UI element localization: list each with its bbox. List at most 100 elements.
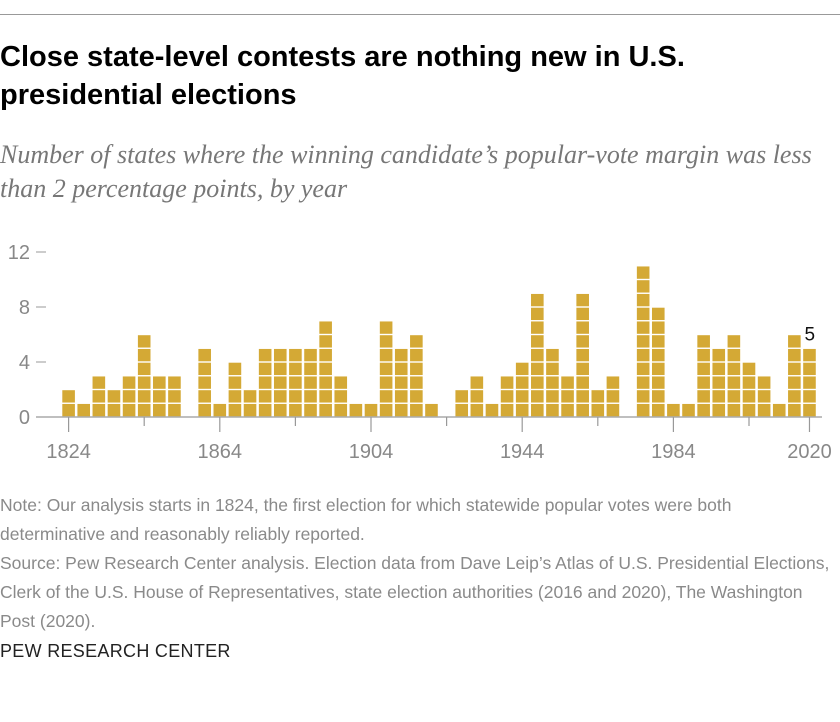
bar-unit <box>636 348 650 362</box>
bar-unit <box>410 376 423 389</box>
bar-unit <box>531 376 544 389</box>
top-rule <box>0 14 840 15</box>
bar-unit <box>546 348 559 362</box>
bar-unit <box>334 390 348 403</box>
bar-unit <box>137 390 151 403</box>
bar-unit <box>636 266 650 279</box>
bar-1944 <box>515 362 529 417</box>
bar-unit <box>742 376 756 389</box>
bar-1928 <box>455 390 469 417</box>
bar-unit <box>576 293 589 307</box>
bar-unit <box>410 335 423 348</box>
bar-unit <box>410 390 423 403</box>
bar-unit <box>636 293 650 307</box>
data-label-2020: 5 <box>804 324 815 345</box>
bar-unit <box>636 335 650 348</box>
bar-unit <box>576 348 589 362</box>
bar-unit <box>576 321 589 334</box>
bar-unit <box>651 376 665 389</box>
bar-unit <box>651 321 665 334</box>
y-tick-label: 0 <box>19 407 30 429</box>
bar-2004 <box>742 362 756 417</box>
bar-unit <box>304 376 317 389</box>
bar-unit <box>379 335 393 348</box>
bar-unit <box>379 376 393 389</box>
bar-unit <box>243 403 257 417</box>
bar-unit <box>667 403 680 417</box>
bar-unit <box>273 362 287 376</box>
bar-unit <box>636 307 650 321</box>
bar-1872 <box>243 390 257 417</box>
bar-unit <box>258 362 272 376</box>
bar-unit <box>697 403 710 417</box>
bar-unit <box>500 403 514 417</box>
bar-unit <box>319 362 332 376</box>
bar-unit <box>727 390 741 403</box>
bar-unit <box>636 376 650 389</box>
bar-unit <box>682 403 695 417</box>
bar-unit <box>697 348 710 362</box>
bar-unit <box>228 362 242 376</box>
bar-2000 <box>727 335 741 417</box>
bar-unit <box>727 348 741 362</box>
bar-unit <box>546 376 559 389</box>
source-text: Source: Pew Research Center analysis. El… <box>0 553 830 631</box>
bar-1936 <box>485 403 499 417</box>
bar-1904 <box>364 403 378 417</box>
bar-unit <box>394 348 408 362</box>
bar-unit <box>742 362 756 376</box>
bar-unit <box>500 390 514 403</box>
chart-subtitle: Number of states where the winning candi… <box>0 140 812 203</box>
bar-unit <box>803 362 816 376</box>
bar-unit <box>198 348 211 362</box>
bar-unit <box>788 335 801 348</box>
chart-title: Close state-level contests are nothing n… <box>0 41 685 111</box>
bar-unit <box>651 307 665 321</box>
bar-unit <box>62 403 75 417</box>
bar-unit <box>515 362 529 376</box>
bar-unit <box>364 403 378 417</box>
bar-1920 <box>425 403 438 417</box>
bar-unit <box>379 321 393 334</box>
bar-unit <box>334 376 348 389</box>
bar-unit <box>727 362 741 376</box>
x-tick-label: 2020 <box>787 441 832 463</box>
bar-unit <box>137 335 151 348</box>
bar-unit <box>697 376 710 389</box>
bar-unit <box>742 403 756 417</box>
bar-unit <box>803 390 816 403</box>
bar-unit <box>772 403 786 417</box>
bar-unit <box>576 307 589 321</box>
bar-unit <box>712 390 726 403</box>
bar-unit <box>319 321 332 334</box>
bar-unit <box>803 376 816 389</box>
bar-1880 <box>273 348 287 417</box>
bar-unit <box>198 403 211 417</box>
bar-unit <box>697 362 710 376</box>
bar-1828 <box>77 403 91 417</box>
bar-1984 <box>667 403 680 417</box>
bar-unit <box>546 362 559 376</box>
bar-1908 <box>379 321 393 417</box>
bar-unit <box>576 335 589 348</box>
bar-unit <box>410 403 423 417</box>
bar-unit <box>531 321 544 334</box>
bar-1940 <box>500 376 514 417</box>
bar-unit <box>258 403 272 417</box>
bar-unit <box>425 403 438 417</box>
bar-unit <box>803 403 816 417</box>
bar-unit <box>606 403 620 417</box>
bar-unit <box>273 403 287 417</box>
bar-unit <box>228 376 242 389</box>
note-text: Note: Our analysis starts in 1824, the f… <box>0 495 732 544</box>
bar-1960 <box>576 293 589 417</box>
bar-unit <box>727 335 741 348</box>
bar-unit <box>107 390 121 403</box>
bar-unit <box>455 403 469 417</box>
bar-unit <box>289 376 302 389</box>
bar-unit <box>273 390 287 403</box>
bar-2020 <box>803 348 816 417</box>
bar-unit <box>576 362 589 376</box>
bar-1992 <box>697 335 710 417</box>
bar-unit <box>304 403 317 417</box>
